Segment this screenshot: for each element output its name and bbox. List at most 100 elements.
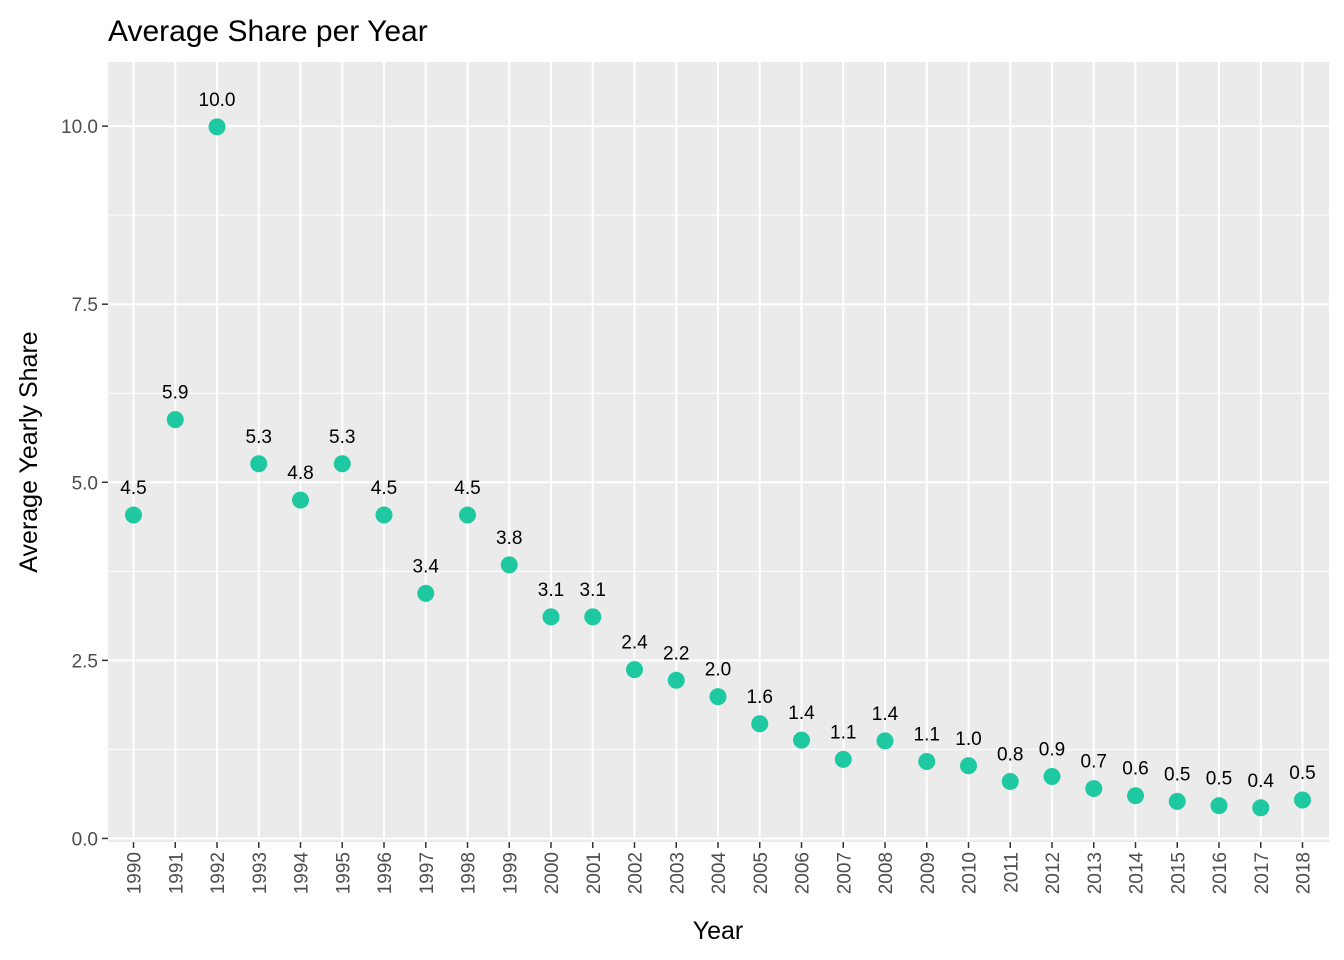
data-label: 1.4 — [788, 703, 815, 724]
data-label: 4.5 — [454, 478, 480, 499]
x-tick-label: 2017 — [1252, 852, 1273, 894]
data-point — [542, 608, 560, 626]
data-label: 0.4 — [1248, 771, 1275, 792]
data-point — [876, 732, 894, 750]
y-tick-label: 7.5 — [72, 295, 98, 316]
data-labels: 4.5 5.9 10.0 5.3 4.8 5.3 4.5 3.4 4.5 3.8 3.1 3.1 2.4… — [120, 90, 1315, 792]
data-point — [793, 731, 810, 749]
data-label: 0.6 — [1122, 759, 1148, 780]
data-label: 1.1 — [914, 725, 940, 746]
data-point — [333, 455, 351, 473]
x-tick-label: 2008 — [876, 852, 897, 894]
x-tick-label: 2004 — [709, 852, 730, 895]
x-tick-label: 1997 — [417, 852, 438, 894]
chart-title: Average Share per Year — [108, 15, 428, 48]
x-tick-label: 1999 — [500, 852, 521, 894]
x-tick-label: 1998 — [459, 852, 480, 894]
data-point — [292, 491, 309, 509]
x-tick-label: 2002 — [626, 852, 647, 894]
x-tick-label: 2014 — [1127, 852, 1148, 895]
x-tick-label: 2005 — [751, 852, 772, 894]
data-label: 3.8 — [496, 528, 522, 549]
x-tick-label: 1994 — [292, 852, 313, 895]
x-tick-label: 2009 — [918, 852, 939, 894]
data-label: 0.5 — [1206, 769, 1232, 790]
data-label: 1.4 — [872, 704, 899, 725]
data-point — [1001, 772, 1019, 790]
data-label: 5.3 — [329, 427, 355, 448]
data-label: 5.3 — [246, 427, 272, 448]
x-tick-label: 2001 — [584, 852, 605, 894]
x-tick-label: 2012 — [1043, 852, 1064, 894]
x-tick-label: 2011 — [1001, 852, 1022, 893]
data-point — [751, 715, 769, 733]
data-point — [1127, 787, 1144, 805]
data-label: 4.5 — [371, 478, 397, 499]
data-point — [250, 455, 268, 473]
data-label: 3.1 — [538, 580, 564, 601]
data-point — [667, 671, 685, 689]
x-tick-label: 1990 — [125, 852, 146, 894]
data-label: 4.5 — [120, 478, 146, 499]
data-label: 5.9 — [162, 383, 188, 404]
data-label: 10.0 — [199, 90, 236, 111]
data-point — [375, 506, 393, 524]
data-label: 0.9 — [1039, 739, 1065, 760]
data-label: 0.7 — [1081, 752, 1107, 773]
data-point — [626, 661, 643, 679]
x-tick-label: 2006 — [793, 852, 814, 894]
data-label: 2.2 — [663, 643, 689, 664]
data-point — [1168, 792, 1186, 810]
data-point — [918, 753, 936, 771]
x-tick-label: 1991 — [166, 852, 187, 894]
data-point — [584, 608, 602, 626]
data-label: 0.8 — [997, 744, 1023, 765]
y-tick-label: 10.0 — [61, 117, 98, 138]
data-point — [166, 411, 184, 429]
data-label: 1.0 — [955, 729, 981, 750]
data-point — [125, 506, 142, 524]
x-tick-label: 2013 — [1085, 852, 1106, 894]
x-tick-label: 1996 — [375, 852, 396, 894]
data-point — [834, 750, 852, 768]
x-tick-label: 2000 — [542, 852, 563, 894]
data-point — [1210, 797, 1228, 815]
x-tick-label: 2007 — [834, 852, 855, 894]
grid-major — [108, 62, 1329, 842]
data-point — [1085, 780, 1103, 798]
data-label: 0.5 — [1289, 763, 1315, 784]
data-label: 3.4 — [413, 556, 440, 577]
y-tick-label: 5.0 — [72, 473, 98, 494]
y-axis: 0.0 2.5 5.0 7.5 10.0 — [61, 117, 108, 850]
x-axis-title: Year — [693, 917, 744, 945]
x-tick-label: 1992 — [208, 852, 229, 894]
data-label: 3.1 — [580, 580, 606, 601]
data-point — [500, 556, 518, 574]
y-tick-label: 2.5 — [72, 651, 98, 672]
data-label: 1.1 — [830, 722, 856, 743]
data-point — [417, 584, 435, 602]
data-point — [1294, 791, 1311, 809]
data-label: 2.0 — [705, 660, 731, 681]
data-points — [125, 118, 1311, 817]
x-tick-label: 1993 — [250, 852, 271, 894]
x-tick-label: 2018 — [1294, 852, 1315, 894]
data-point — [459, 506, 476, 524]
data-point — [709, 688, 727, 706]
y-axis-title: Average Yearly Share — [15, 331, 43, 572]
data-label: 0.5 — [1164, 764, 1190, 785]
x-tick-label: 2003 — [667, 852, 688, 894]
x-tick-label: 1995 — [333, 852, 354, 894]
y-tick-label: 0.0 — [72, 829, 98, 850]
data-point — [960, 757, 977, 775]
x-tick-label: 2016 — [1210, 852, 1231, 894]
data-label: 1.6 — [747, 687, 773, 708]
data-point — [1043, 767, 1061, 785]
x-axis: 1990 1991 1992 1993 1994 1995 1996 1997 1998 1999… — [125, 842, 1315, 894]
data-label: 4.8 — [287, 463, 313, 484]
x-tick-label: 2015 — [1168, 852, 1189, 894]
x-tick-label: 2010 — [960, 852, 981, 894]
data-point — [1252, 799, 1270, 817]
data-point — [208, 118, 226, 136]
